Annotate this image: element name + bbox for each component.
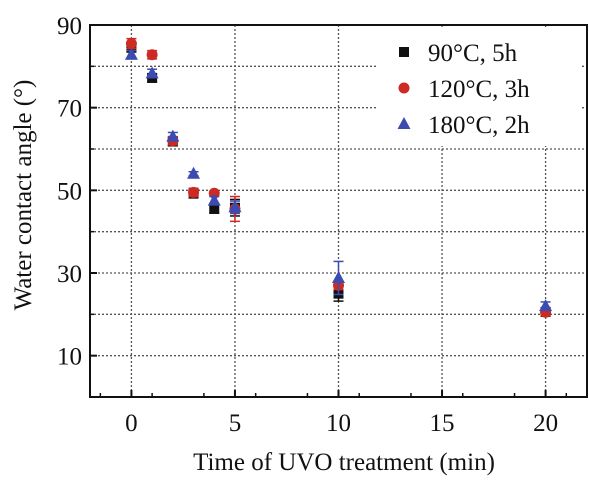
data-point (539, 299, 553, 312)
legend-label: 120°C, 3h (428, 76, 530, 103)
data-point (188, 186, 200, 198)
data-point (146, 49, 158, 61)
x-tick-label: 0 (125, 410, 138, 437)
data-point (228, 200, 242, 213)
y-axis-label: Water contact angle (°) (10, 80, 37, 311)
legend-marker (398, 82, 410, 94)
legend-marker (399, 47, 409, 57)
data-point (209, 203, 220, 214)
y-tick-label: 90 (57, 13, 82, 40)
axes: 0 5 10 15 20 10 30 50 70 90 (57, 13, 588, 437)
legend-box (376, 28, 582, 146)
data-point (187, 166, 201, 179)
x-tick-label: 20 (533, 410, 558, 437)
series-triangle (124, 47, 553, 312)
x-tick-label: 15 (430, 410, 455, 437)
x-tick-label: 5 (229, 410, 242, 437)
y-tick-label: 10 (57, 344, 82, 371)
data-point (207, 193, 221, 206)
x-axis-label: Time of UVO treatment (min) (193, 449, 495, 476)
data-point (166, 129, 180, 142)
data-point (332, 270, 345, 283)
legend-label: 90°C, 5h (428, 40, 518, 67)
x-tick-label: 10 (326, 410, 351, 437)
y-tick-label: 70 (57, 96, 82, 123)
data-point (145, 66, 159, 79)
legend-label: 180°C, 2h (428, 112, 530, 139)
data-series (124, 37, 553, 318)
legend-marker (397, 117, 411, 129)
legend: 90°C, 5h 120°C, 3h 180°C, 2h (376, 28, 582, 146)
data-point (125, 38, 137, 50)
y-tick-label: 50 (57, 178, 82, 205)
y-tick-label: 30 (57, 261, 82, 288)
data-point (124, 47, 138, 60)
